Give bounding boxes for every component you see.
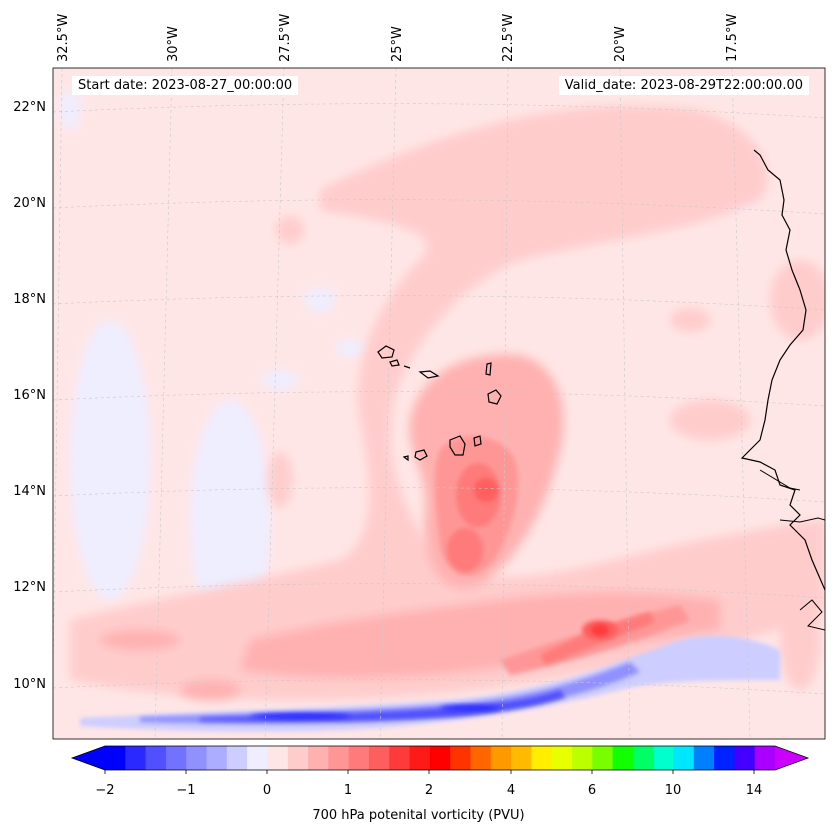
longitude-labels: 32.5°W 30°W 27.5°W 25°W 22.5°W 20°W 17.5…	[56, 14, 740, 62]
colorbar-tick-label: 2	[425, 783, 433, 798]
colorbar-segment	[673, 746, 695, 770]
colorbar-segment	[165, 746, 187, 770]
colorbar-segment	[368, 746, 390, 770]
colorbar-under-arrow	[72, 746, 105, 770]
colorbar-segment	[612, 746, 634, 770]
colorbar-ticks: −2 −1 0 1 2 4 6 10 14	[95, 783, 762, 798]
colorbar-segment	[490, 746, 512, 770]
colorbar-segment	[287, 746, 309, 770]
lon-label: 20°W	[613, 26, 628, 62]
colorbar-segment	[511, 746, 532, 770]
colorbar-segment	[308, 746, 329, 770]
colorbar-tick-label: 10	[665, 783, 682, 798]
colorbar-tick-label: 14	[746, 783, 763, 798]
colorbar-segment	[389, 746, 411, 770]
colorbar-segment	[267, 746, 289, 770]
graticule	[53, 68, 825, 739]
latitude-labels: 22°N 20°N 18°N 16°N 14°N 12°N 10°N	[13, 100, 46, 692]
lat-label: 10°N	[13, 677, 46, 692]
lat-label: 14°N	[13, 484, 46, 499]
colorbar-segment	[571, 746, 593, 770]
colorbar-segment	[754, 746, 776, 770]
colorbar-tick-label: 0	[263, 783, 271, 798]
colorbar-segment	[653, 746, 674, 770]
lon-label: 30°W	[166, 26, 181, 62]
map-frame	[52, 67, 826, 740]
colorbar-segment	[693, 746, 715, 770]
colorbar-segment	[226, 746, 248, 770]
colorbar-tick-label: −2	[95, 783, 114, 798]
colorbar-segment	[531, 746, 553, 770]
colorbar-segment	[125, 746, 147, 770]
colorbar-label: 700 hPa potenital vorticity (PVU)	[312, 808, 525, 823]
lat-label: 18°N	[13, 292, 46, 307]
colorbar-segment	[206, 746, 228, 770]
cape-verde-islands	[377, 345, 502, 462]
lat-label: 22°N	[13, 100, 46, 115]
colorbar-segment	[734, 746, 756, 770]
coastline	[740, 149, 825, 591]
colorbar	[70, 745, 810, 774]
lat-label: 20°N	[13, 196, 46, 211]
lon-label: 22.5°W	[501, 14, 516, 62]
colorbar-segment	[145, 746, 167, 770]
colorbar-segment	[186, 746, 208, 770]
colorbar-segment	[429, 746, 451, 770]
colorbar-tick-label: 1	[344, 783, 352, 798]
colorbar-segment	[714, 746, 735, 770]
lat-label: 16°N	[13, 388, 46, 403]
colorbar-tick-label: 4	[507, 783, 515, 798]
colorbar-segment	[247, 746, 268, 770]
colorbar-segment	[105, 746, 126, 770]
colorbar-segment	[409, 746, 431, 770]
valid-date-label: Valid_date: 2023-08-29T22:00:00.00	[558, 76, 809, 95]
lat-label: 12°N	[13, 580, 46, 595]
lon-label: 25°W	[390, 26, 405, 62]
lon-label: 17.5°W	[725, 14, 740, 62]
colorbar-segment	[592, 746, 614, 770]
colorbar-tick-label: 6	[588, 783, 596, 798]
colorbar-segment	[348, 746, 370, 770]
colorbar-segment	[551, 746, 573, 770]
colorbar-tick-label: −1	[176, 783, 195, 798]
colorbar-segment	[470, 746, 492, 770]
start-date-label: Start date: 2023-08-27_00:00:00	[72, 76, 299, 95]
colorbar-segment	[450, 746, 471, 770]
colorbar-segment	[328, 746, 350, 770]
lon-label: 32.5°W	[56, 14, 71, 62]
lon-label: 27.5°W	[278, 14, 293, 62]
colorbar-segment	[632, 746, 654, 770]
pv-field	[53, 68, 825, 739]
colorbar-over-arrow	[775, 746, 808, 770]
